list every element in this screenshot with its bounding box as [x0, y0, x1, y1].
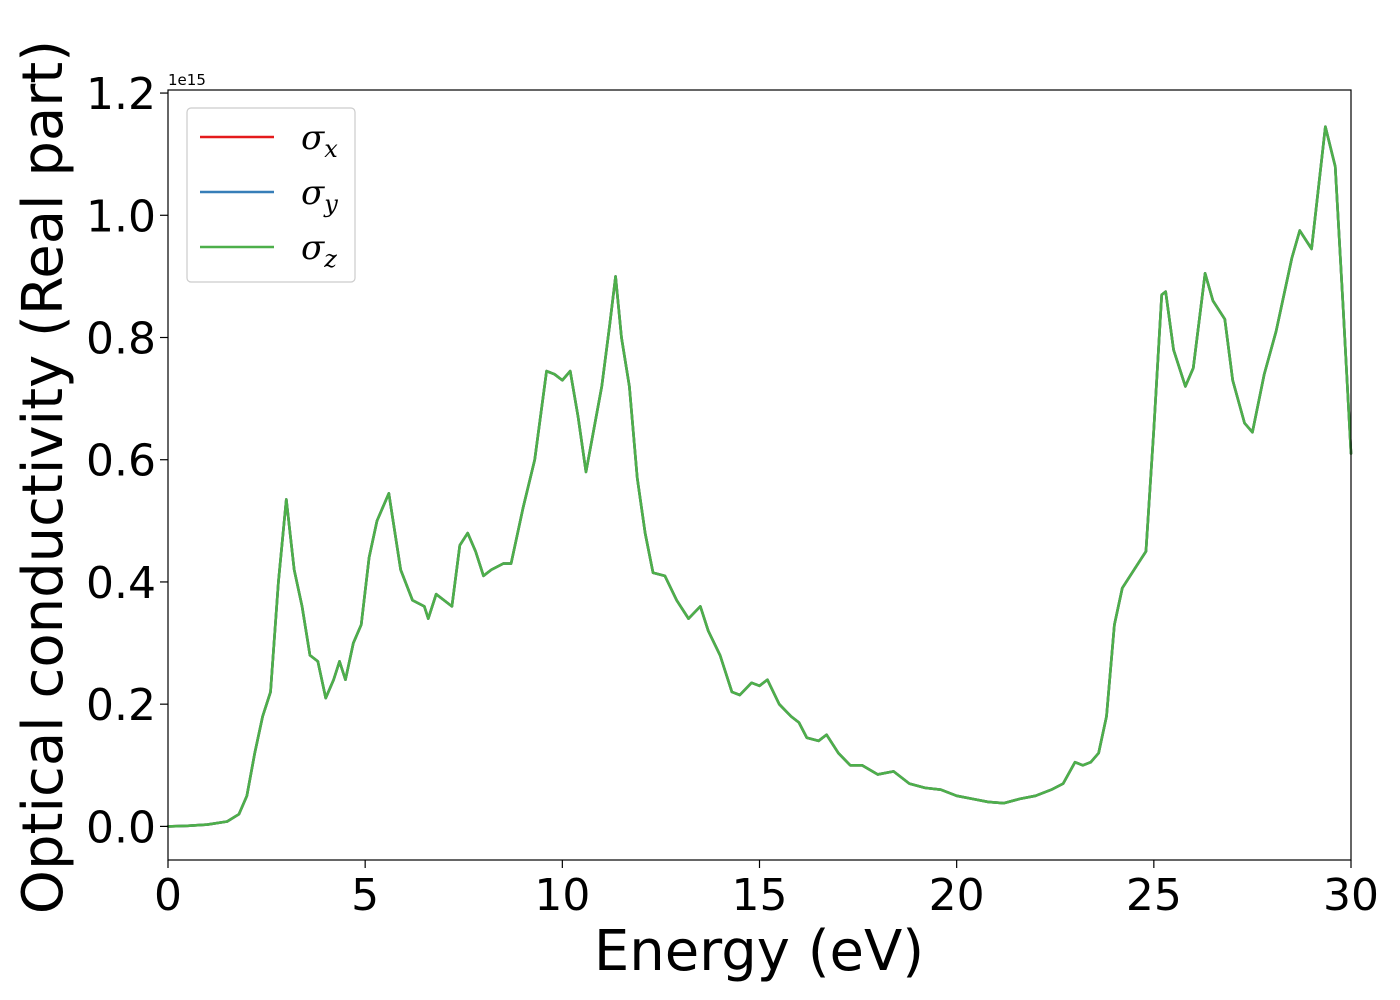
- legend-label-sigma-y: σy: [301, 173, 338, 218]
- y-tick-label: 0.2: [86, 680, 156, 731]
- y-tick-label: 0.0: [86, 802, 156, 853]
- x-tick-label: 0: [154, 870, 182, 921]
- x-tick-label: 5: [351, 870, 379, 921]
- x-axis-label: Energy (eV): [594, 919, 924, 984]
- x-tick-label: 25: [1126, 870, 1182, 921]
- x-axis: 0 5 10 15 20 25 30: [154, 860, 1379, 921]
- legend: σx σy σz: [186, 107, 356, 283]
- series-layer: [166, 125, 1353, 828]
- x-tick-label: 30: [1323, 870, 1379, 921]
- plot-area: [168, 90, 1351, 860]
- legend-label-sigma-x: σx: [301, 118, 338, 163]
- y-axis: 0.0 0.2 0.4 0.6 0.8 1.0 1.2: [86, 69, 168, 853]
- y-tick-label: 1.0: [86, 191, 156, 242]
- legend-frame: [186, 107, 356, 283]
- legend-label-sigma-z: σz: [301, 228, 337, 273]
- y-tick-label: 0.6: [86, 436, 156, 487]
- x-tick-label: 20: [929, 870, 985, 921]
- y-tick-label: 1.2: [86, 69, 156, 120]
- series-line-sigma-z: [166, 125, 1353, 828]
- y-offset-text: 1e15: [168, 71, 206, 89]
- x-tick-label: 10: [534, 870, 590, 921]
- y-tick-label: 0.8: [86, 314, 156, 365]
- y-tick-label: 0.4: [86, 558, 156, 609]
- x-tick-label: 15: [732, 870, 788, 921]
- y-axis-label: Optical conductivity (Real part): [11, 40, 76, 914]
